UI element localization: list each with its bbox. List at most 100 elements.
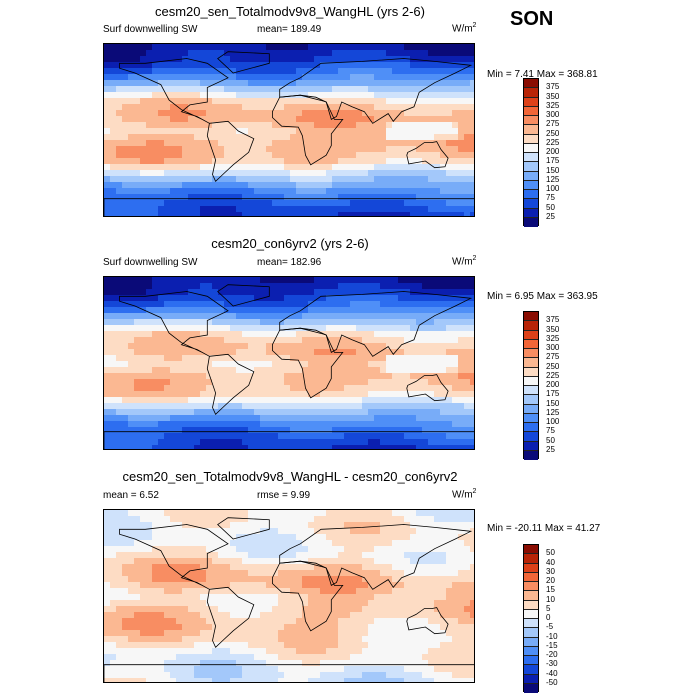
field-cell [278, 331, 285, 338]
field-cell [302, 110, 309, 117]
field-cell [152, 122, 159, 129]
field-cell [224, 164, 231, 171]
field-cell [434, 313, 441, 320]
field-cell [398, 415, 405, 422]
field-cell [224, 409, 231, 416]
field-cell [146, 164, 153, 171]
field-cell [308, 552, 315, 559]
field-cell [470, 433, 474, 440]
field-cell [164, 134, 171, 141]
field-cell [350, 146, 357, 153]
field-cell [350, 86, 357, 93]
field-cell [332, 44, 339, 51]
field-cell [344, 355, 351, 362]
field-cell [314, 349, 321, 356]
field-cell [314, 301, 321, 308]
field-cell [464, 325, 471, 332]
field-cell [134, 122, 141, 129]
field-cell [176, 176, 183, 183]
field-cell [200, 630, 207, 637]
field-cell [362, 564, 369, 571]
field-cell [458, 307, 465, 314]
field-cell [344, 516, 351, 523]
field-cell [272, 182, 279, 189]
field-cell [230, 319, 237, 326]
field-cell [422, 104, 429, 111]
field-cell [290, 301, 297, 308]
field-cell [362, 445, 369, 449]
field-cell [410, 212, 417, 216]
field-cell [194, 56, 201, 63]
field-cell [398, 325, 405, 332]
field-cell [470, 522, 474, 529]
field-cell [140, 564, 147, 571]
field-cell [254, 206, 261, 213]
field-cell [236, 325, 243, 332]
field-cell [296, 528, 303, 535]
field-cell [104, 86, 111, 93]
field-cell [188, 307, 195, 314]
field-cell [206, 421, 213, 428]
field-cell [392, 445, 399, 449]
field-cell [344, 200, 351, 207]
field-cell [200, 194, 207, 201]
field-cell [212, 588, 219, 595]
field-cell [284, 343, 291, 350]
field-cell [164, 92, 171, 99]
field-cell [398, 373, 405, 380]
field-cell [374, 570, 381, 577]
field-cell [398, 50, 405, 57]
field-cell [146, 582, 153, 589]
field-cell [368, 98, 375, 105]
field-cell [362, 433, 369, 440]
field-cell [350, 319, 357, 326]
field-cell [320, 307, 327, 314]
field-cell [266, 355, 273, 362]
field-cell [338, 516, 345, 523]
field-cell [170, 116, 177, 123]
field-cell [416, 74, 423, 81]
field-cell [446, 516, 453, 523]
field-cell [422, 337, 429, 344]
field-cell [188, 594, 195, 601]
field-cell [278, 582, 285, 589]
field-cell [362, 552, 369, 559]
field-cell [440, 415, 447, 422]
field-cell [350, 522, 357, 529]
field-cell [260, 385, 267, 392]
field-cell [410, 80, 417, 87]
field-cell [188, 301, 195, 308]
field-cell [332, 385, 339, 392]
field-cell [308, 176, 315, 183]
field-cell [362, 313, 369, 320]
field-cell [188, 582, 195, 589]
field-cell [374, 361, 381, 368]
field-cell [110, 522, 117, 529]
field-cell [332, 307, 339, 314]
field-cell [392, 212, 399, 216]
field-cell [170, 206, 177, 213]
field-cell [230, 343, 237, 350]
field-cell [374, 176, 381, 183]
field-cell [296, 194, 303, 201]
field-cell [398, 56, 405, 63]
field-cell [446, 391, 453, 398]
field-cell [386, 313, 393, 320]
field-cell [122, 146, 129, 153]
field-cell [290, 355, 297, 362]
field-cell [290, 283, 297, 290]
field-cell [128, 612, 135, 619]
panel-2-colorbar [523, 311, 539, 460]
field-cell [320, 56, 327, 63]
field-cell [236, 110, 243, 117]
field-cell [182, 624, 189, 631]
field-cell [314, 612, 321, 619]
field-cell [380, 182, 387, 189]
field-cell [140, 439, 147, 446]
field-cell [272, 516, 279, 523]
field-cell [392, 600, 399, 607]
field-cell [434, 194, 441, 201]
field-cell [284, 433, 291, 440]
field-cell [302, 343, 309, 350]
field-cell [446, 277, 453, 284]
